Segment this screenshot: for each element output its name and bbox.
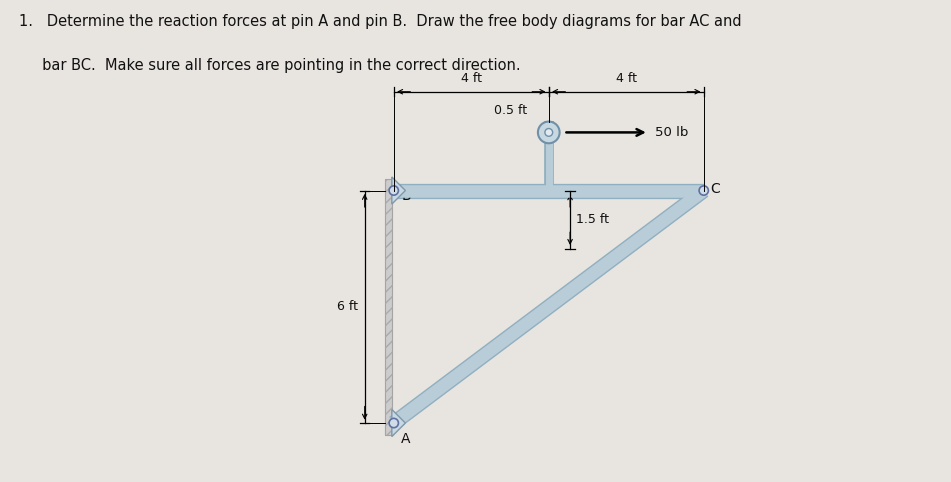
- Text: 4 ft: 4 ft: [615, 72, 637, 85]
- Polygon shape: [392, 177, 405, 204]
- Text: C: C: [710, 182, 721, 196]
- Text: 1.   Determine the reaction forces at pin A and pin B.  Draw the free body diagr: 1. Determine the reaction forces at pin …: [19, 14, 742, 29]
- Text: 6 ft: 6 ft: [337, 300, 358, 313]
- Text: 50 lb: 50 lb: [654, 126, 688, 139]
- Text: B: B: [401, 188, 411, 202]
- Circle shape: [545, 129, 553, 136]
- Text: A: A: [400, 431, 410, 445]
- Circle shape: [538, 121, 559, 143]
- Circle shape: [699, 186, 708, 195]
- Text: 1.5 ft: 1.5 ft: [576, 213, 609, 226]
- Text: 0.5 ft: 0.5 ft: [495, 104, 528, 117]
- Bar: [385, 179, 392, 435]
- Circle shape: [389, 418, 398, 428]
- Circle shape: [389, 186, 398, 195]
- Polygon shape: [392, 410, 405, 437]
- Text: 4 ft: 4 ft: [461, 72, 482, 85]
- Bar: [385, 179, 392, 435]
- Text: bar BC.  Make sure all forces are pointing in the correct direction.: bar BC. Make sure all forces are pointin…: [19, 58, 520, 73]
